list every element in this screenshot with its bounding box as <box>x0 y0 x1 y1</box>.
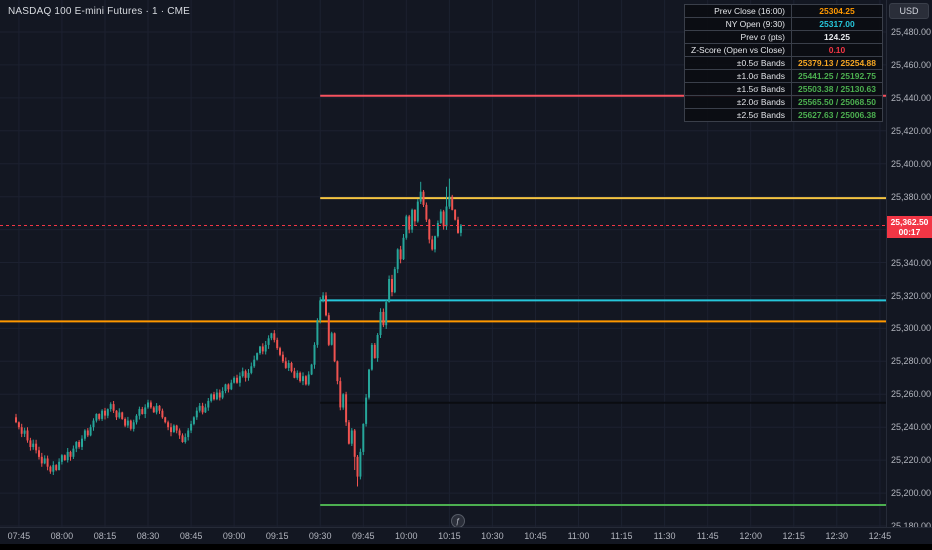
time-axis-label: 11:45 <box>696 531 719 541</box>
time-axis-label: 08:45 <box>179 531 203 541</box>
price-axis-label: 25,440.00 <box>891 92 932 103</box>
stat-label: Prev σ (pts) <box>684 30 792 44</box>
stat-value: 25317.00 <box>791 17 883 31</box>
time-axis-label: 10:45 <box>524 531 547 541</box>
price-axis-label: 25,320.00 <box>891 290 932 301</box>
price-axis-label: 25,220.00 <box>891 455 932 466</box>
price-axis-label: 25,300.00 <box>891 323 932 334</box>
indicator-stats-table: Prev Close (16:00) 25304.25 NY Open (9:30)… <box>684 4 883 122</box>
price-axis-label: 25,420.00 <box>891 125 932 136</box>
stat-value: 0.10 <box>791 43 883 57</box>
time-axis-label: 11:15 <box>610 531 633 541</box>
stat-value: 25304.25 <box>791 4 883 18</box>
bottom-toolbar <box>0 544 932 550</box>
time-axis-label: 10:15 <box>438 531 461 541</box>
stat-value: 25565.50 / 25068.50 <box>791 95 883 109</box>
session-marker-icon[interactable]: ƒ <box>451 514 465 528</box>
time-axis-label: 07:45 <box>7 531 31 541</box>
bar-countdown: 00:17 <box>898 226 921 237</box>
time-axis-label: 08:15 <box>93 531 117 541</box>
time-axis-label: 12:45 <box>868 531 892 541</box>
price-axis-label: 25,280.00 <box>891 356 932 367</box>
symbol-title[interactable]: NASDAQ 100 E-mini Futures · 1 · CME <box>8 6 191 17</box>
current-price-value: 25,362.50 <box>890 216 929 227</box>
current-price-tag: 25,362.50 00:17 <box>887 215 932 238</box>
stat-label: ±2.5σ Bands <box>684 108 792 122</box>
price-axis-label: 25,340.00 <box>891 257 932 268</box>
stats-row: NY Open (9:30) 25317.00 <box>684 17 883 31</box>
stats-row: ±0.5σ Bands 25379.13 / 25254.88 <box>684 56 883 70</box>
stats-row: Prev Close (16:00) 25304.25 <box>684 4 883 18</box>
stat-value: 25441.25 / 25192.75 <box>791 69 883 83</box>
stat-value: 124.25 <box>791 30 883 44</box>
svg-text:ƒ: ƒ <box>456 517 460 526</box>
stat-value: 25503.38 / 25130.63 <box>791 82 883 96</box>
time-axis-label: 10:30 <box>481 531 504 541</box>
time-axis-label: 12:30 <box>825 531 849 541</box>
price-axis-label: 25,180.00 <box>891 521 932 531</box>
stat-label: ±1.5σ Bands <box>684 82 792 96</box>
time-axis-label: 11:00 <box>567 531 590 541</box>
time-axis-label: 09:45 <box>352 531 375 541</box>
stats-row: Prev σ (pts) 124.25 <box>684 30 883 44</box>
stat-label: NY Open (9:30) <box>684 17 792 31</box>
stat-label: ±1.0σ Bands <box>684 69 792 83</box>
stats-row: ±1.5σ Bands 25503.38 / 25130.63 <box>684 82 883 96</box>
stat-label: ±2.0σ Bands <box>684 95 792 109</box>
time-axis-label: 12:00 <box>739 531 762 541</box>
stat-label: Prev Close (16:00) <box>684 4 792 18</box>
price-axis-label: 25,480.00 <box>891 27 932 37</box>
candles <box>15 178 462 487</box>
time-axis[interactable]: 07:45 08:00 08:15 08:30 08:45 09:00 09:15 09:30… <box>0 527 932 545</box>
price-axis-label: 25,400.00 <box>891 158 932 169</box>
stat-label: Z-Score (Open vs Close) <box>684 43 792 57</box>
stats-row: ±2.0σ Bands 25565.50 / 25068.50 <box>684 95 883 109</box>
price-axis-label: 25,240.00 <box>891 422 932 433</box>
stat-value: 25627.63 / 25006.38 <box>791 108 883 122</box>
price-axis-label: 25,260.00 <box>891 389 932 400</box>
price-axis[interactable]: 25,480.00 25,460.00 25,440.00 25,420.00 25,4… <box>886 0 932 531</box>
currency-button[interactable]: USD <box>889 3 929 19</box>
price-axis-label: 25,460.00 <box>891 59 932 70</box>
time-axis-label: 12:15 <box>782 531 806 541</box>
stat-label: ±0.5σ Bands <box>684 56 792 70</box>
price-axis-label: 25,380.00 <box>891 191 932 202</box>
stats-row: ±1.0σ Bands 25441.25 / 25192.75 <box>684 69 883 83</box>
time-axis-label: 09:00 <box>222 531 246 541</box>
time-axis-label: 10:00 <box>395 531 418 541</box>
time-axis-label: 09:15 <box>265 531 289 541</box>
time-axis-label: 08:30 <box>136 531 160 541</box>
stat-value: 25379.13 / 25254.88 <box>791 56 883 70</box>
time-axis-label: 08:00 <box>50 531 74 541</box>
stats-row: Z-Score (Open vs Close) 0.10 <box>684 43 883 57</box>
time-axis-label: 11:30 <box>653 531 676 541</box>
stats-row: ±2.5σ Bands 25627.63 / 25006.38 <box>684 108 883 122</box>
time-axis-label: 09:30 <box>308 531 332 541</box>
price-axis-label: 25,200.00 <box>891 488 932 499</box>
